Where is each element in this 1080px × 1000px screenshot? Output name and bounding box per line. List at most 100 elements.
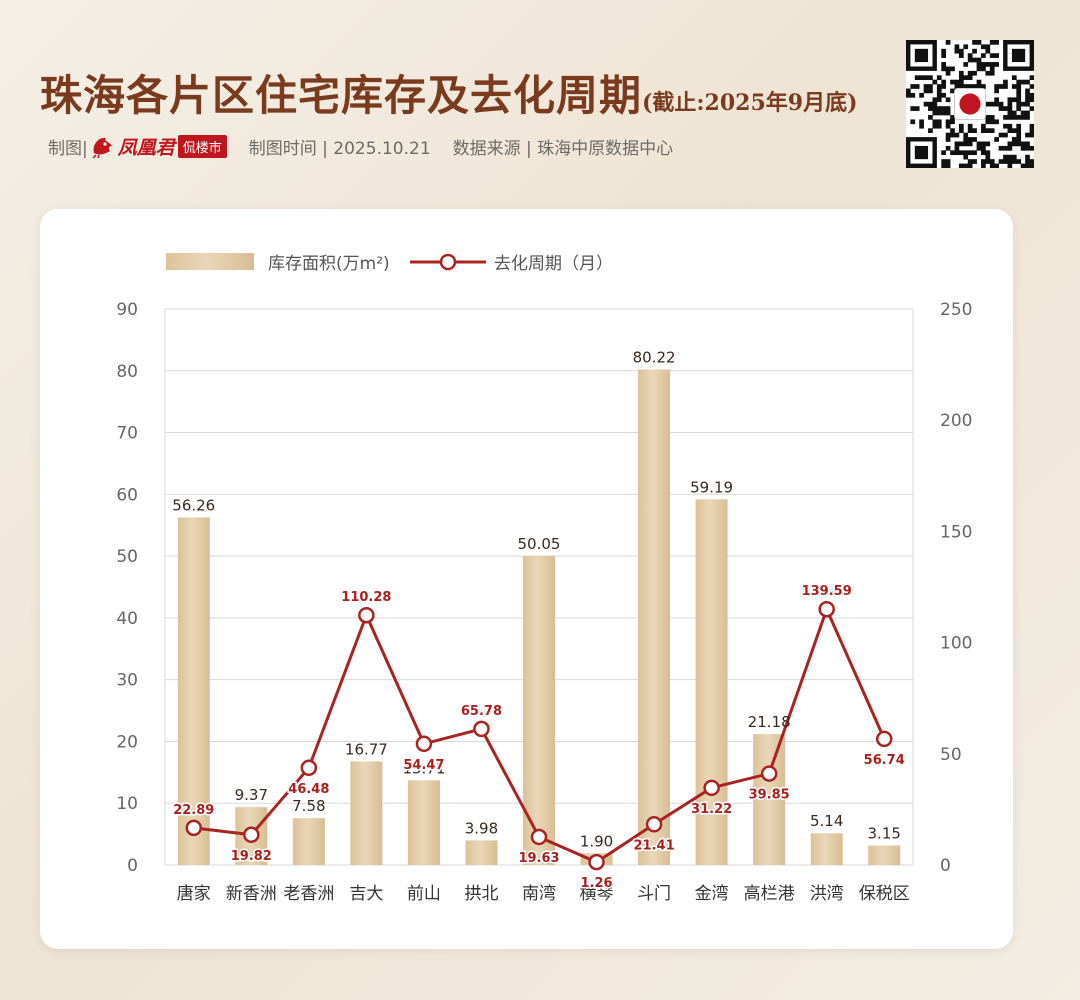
category-label: 吉大 xyxy=(349,884,383,904)
qr-module xyxy=(941,66,947,72)
qr-module xyxy=(910,92,916,98)
qr-module xyxy=(1020,141,1026,147)
category-label: 拱北 xyxy=(464,884,498,904)
line-value-label: 22.89 xyxy=(173,803,214,818)
y-left-tick: 70 xyxy=(116,424,138,444)
bar xyxy=(868,845,901,865)
meta-row: 制图| 凤凰君 侃楼市 制图时间 | 2025.10.21 数据来源 | 珠海中… xyxy=(48,133,673,159)
made-time: 制图时间 | 2025.10.21 xyxy=(248,138,431,159)
qr-module xyxy=(954,145,960,151)
qr-module xyxy=(1025,159,1030,164)
y-right-tick: 50 xyxy=(940,745,962,765)
qr-module xyxy=(989,70,995,76)
qr-module xyxy=(923,75,929,81)
qr-module xyxy=(976,145,982,151)
qr-code-icon xyxy=(906,40,1035,169)
qr-module xyxy=(1025,88,1030,94)
qr-module xyxy=(985,44,991,50)
qr-module xyxy=(950,150,955,156)
qr-module xyxy=(936,88,942,94)
data-source: 数据来源 | 珠海中原数据中心 xyxy=(452,138,674,159)
y-right-tick: 100 xyxy=(940,634,972,654)
category-label: 洪湾 xyxy=(810,884,844,904)
qr-module xyxy=(994,97,999,103)
qr-module xyxy=(985,101,991,107)
qr-module xyxy=(989,40,995,45)
qr-module xyxy=(945,119,951,125)
qr-module xyxy=(994,62,999,67)
qr-finder xyxy=(1011,48,1026,63)
qr-module xyxy=(998,84,1004,89)
line-point xyxy=(530,828,548,846)
qr-module xyxy=(967,159,973,164)
qr-module xyxy=(1007,110,1013,116)
qr-finder xyxy=(914,145,929,160)
bar-value-label: 9.37 xyxy=(235,786,268,804)
qr-module xyxy=(989,159,995,164)
qr-finder xyxy=(914,48,929,63)
qr-module xyxy=(941,84,947,89)
qr-module xyxy=(914,84,920,89)
qr-module xyxy=(967,75,973,81)
qr-module xyxy=(928,128,933,133)
qr-module xyxy=(941,159,947,164)
line-point xyxy=(703,779,720,797)
y-left-tick: 90 xyxy=(116,300,138,320)
qr-module xyxy=(950,128,955,133)
qr-module xyxy=(945,97,951,103)
qr-module xyxy=(981,163,986,169)
qr-module xyxy=(985,62,991,67)
qr-module xyxy=(1011,154,1017,160)
qr-module xyxy=(941,48,947,54)
category-label: 前山 xyxy=(407,884,441,904)
qr-module xyxy=(1025,97,1030,103)
qr-module xyxy=(1029,145,1035,151)
qr-module xyxy=(985,159,991,164)
qr-module xyxy=(985,115,991,120)
qr-module xyxy=(1011,159,1017,164)
qr-module xyxy=(1007,97,1013,103)
category-label: 斗门 xyxy=(637,884,671,904)
qr-module xyxy=(1016,132,1022,138)
line-value-label: 54.47 xyxy=(403,758,444,773)
legend-bar-label: 库存面积(万m²) xyxy=(268,254,390,274)
qr-module xyxy=(919,123,924,129)
qr-module xyxy=(1020,163,1026,169)
bar xyxy=(695,499,728,865)
line-value-label: 21.41 xyxy=(634,838,675,853)
qr-module xyxy=(981,44,986,50)
qr-module xyxy=(998,101,1004,107)
qr-module xyxy=(932,79,938,85)
qr-module xyxy=(910,84,916,89)
qr-module xyxy=(985,141,991,147)
data-labels: 56.26 9.37 7.58 16.77 13.71 3.98 50.05 1.90 80.2… xyxy=(172,348,907,892)
phoenix-icon xyxy=(92,137,112,159)
qr-module xyxy=(1016,106,1022,111)
y-right-tick: 0 xyxy=(940,856,951,876)
line-value-label: 19.82 xyxy=(231,849,272,864)
qr-module xyxy=(936,75,942,81)
qr-module xyxy=(932,97,938,103)
qr-module xyxy=(1003,132,1008,138)
category-label: 新香洲 xyxy=(226,884,277,904)
qr-module xyxy=(958,141,964,147)
qr-module xyxy=(994,40,999,45)
qr-module xyxy=(1025,92,1030,98)
bar xyxy=(177,517,210,865)
y-right-tick: 250 xyxy=(940,300,972,320)
y-left-tick: 80 xyxy=(116,362,138,382)
qr-module xyxy=(1011,84,1017,89)
qr-module xyxy=(958,53,964,58)
qr-module xyxy=(936,119,942,125)
qr-code[interactable] xyxy=(906,40,1035,169)
qr-module xyxy=(972,128,977,133)
qr-module xyxy=(1003,115,1008,120)
qr-module xyxy=(914,106,920,111)
qr-module xyxy=(972,137,977,142)
qr-module xyxy=(972,159,977,164)
qr-module xyxy=(936,84,942,89)
qr-module xyxy=(981,128,986,133)
bar-value-label: 13.71 xyxy=(402,759,445,777)
y-right-tick: 200 xyxy=(940,411,972,431)
bar xyxy=(465,840,498,865)
